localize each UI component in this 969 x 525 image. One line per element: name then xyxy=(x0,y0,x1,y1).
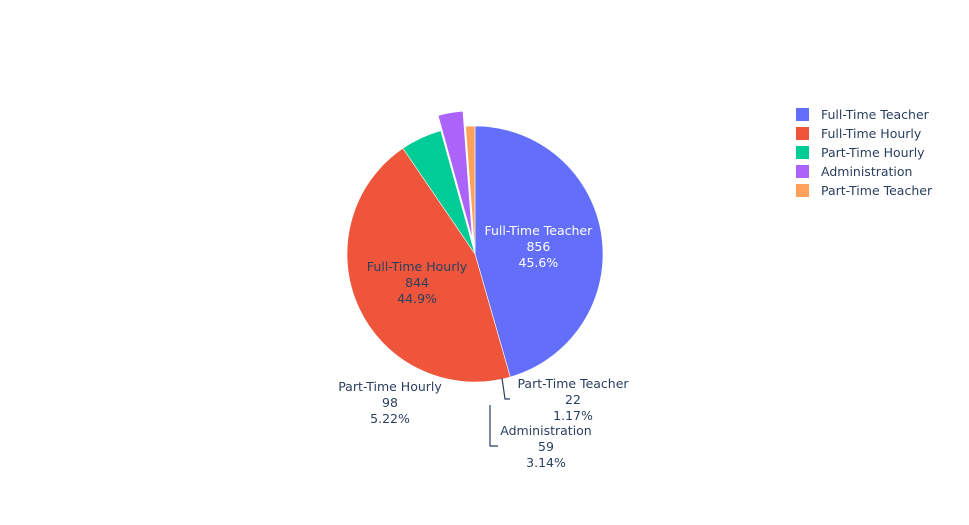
slice-label-part-time-hourly-percent: 5.22% xyxy=(370,411,410,426)
legend-label: Administration xyxy=(821,164,912,179)
legend-item-full-time-teacher[interactable]: Full-Time Teacher xyxy=(796,107,930,122)
leader-lines xyxy=(489,377,510,447)
slice-label-full-time-hourly-name: Full-Time Hourly xyxy=(367,259,468,274)
legend-item-part-time-hourly[interactable]: Part-Time Hourly xyxy=(796,145,925,160)
legend-label: Part-Time Teacher xyxy=(821,183,933,198)
slice-label-full-time-hourly-percent: 44.9% xyxy=(397,291,437,306)
legend-label: Part-Time Hourly xyxy=(821,145,925,160)
pie-slice-administration[interactable] xyxy=(437,110,473,239)
slice-label-full-time-hourly-value: 844 xyxy=(405,275,429,290)
slice-label-part-time-teacher-value: 22 xyxy=(565,392,581,407)
slice-label-full-time-teacher-name: Full-Time Teacher xyxy=(484,223,593,238)
slice-label-administration-percent: 3.14% xyxy=(526,455,566,470)
legend-item-part-time-teacher[interactable]: Part-Time Teacher xyxy=(796,183,933,198)
legend-label: Full-Time Teacher xyxy=(821,107,930,122)
legend-label: Full-Time Hourly xyxy=(821,126,922,141)
slice-label-full-time-teacher-percent: 45.6% xyxy=(519,255,559,270)
legend-swatch xyxy=(796,127,809,140)
legend-swatch xyxy=(796,146,809,159)
legend-item-full-time-hourly[interactable]: Full-Time Hourly xyxy=(796,126,922,141)
legend-swatch xyxy=(796,184,809,197)
legend-swatch xyxy=(796,165,809,178)
legend: Full-Time Teacher Full-Time Hourly Part-Ti… xyxy=(796,107,933,198)
pie-slice-part-time-teacher[interactable] xyxy=(465,125,476,255)
slice-label-full-time-teacher-value: 856 xyxy=(526,239,550,254)
slice-label-part-time-hourly-value: 98 xyxy=(382,395,398,410)
legend-swatch xyxy=(796,108,809,121)
pie-slice-full-time-hourly[interactable] xyxy=(346,147,511,383)
pie-slice-full-time-teacher[interactable] xyxy=(474,125,604,378)
slice-label-part-time-teacher-percent: 1.17% xyxy=(553,408,593,423)
slice-label-administration-name: Administration xyxy=(500,423,591,438)
leader-line-administration xyxy=(489,405,498,447)
pie-slice-part-time-hourly[interactable] xyxy=(402,130,476,255)
pie-slices xyxy=(346,110,604,383)
slice-label-administration-value: 59 xyxy=(538,439,554,454)
slice-label-part-time-hourly-name: Part-Time Hourly xyxy=(338,379,442,394)
legend-item-administration[interactable]: Administration xyxy=(796,164,912,179)
slice-label-part-time-teacher-name: Part-Time Teacher xyxy=(517,376,629,391)
leader-line-part-time-teacher xyxy=(501,377,510,400)
